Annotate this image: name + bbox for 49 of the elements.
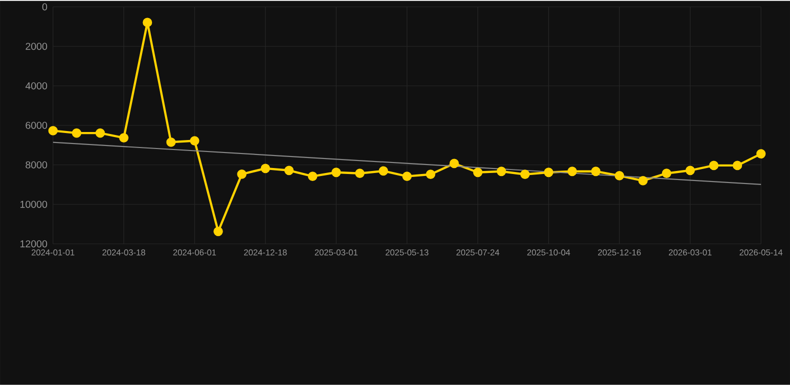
point (426, 170, 436, 180)
point (496, 166, 506, 176)
point (473, 168, 482, 178)
point (284, 166, 294, 176)
point (450, 158, 459, 168)
point (638, 176, 648, 186)
point (72, 128, 82, 138)
x-tick-label: 2025-03-01 (314, 249, 358, 256)
point (260, 164, 270, 174)
point (756, 149, 766, 159)
point (378, 166, 388, 176)
point (166, 138, 176, 147)
x-tick-label: 2026-03-01 (668, 249, 712, 256)
y-tick-label: 0 (42, 3, 48, 10)
point (48, 126, 58, 136)
x-tick-label: 2024-03-18 (102, 249, 146, 256)
point (142, 18, 152, 28)
point (709, 160, 718, 170)
point (308, 172, 318, 182)
point (591, 166, 600, 176)
point (662, 168, 672, 178)
point (332, 168, 341, 178)
x-tick-label: 2025-05-13 (386, 249, 428, 256)
x-tick-label: 2025-10-04 (527, 249, 570, 256)
y-tick-label: 4000 (25, 82, 48, 90)
x-tick-label: 2024-01-01 (32, 249, 74, 256)
y-tick-label: 6000 (26, 122, 48, 129)
y-tick-label: 2000 (26, 42, 48, 50)
point (355, 168, 365, 178)
x-tick-label: 2024-12-18 (244, 249, 287, 256)
point (732, 160, 742, 170)
point (544, 168, 554, 178)
point (402, 172, 412, 182)
y-tick-label: 8000 (26, 161, 48, 168)
point (214, 226, 223, 236)
point (614, 171, 624, 180)
y-tick-label: 12000 (20, 240, 48, 248)
point (568, 166, 577, 176)
point (190, 136, 200, 146)
point (237, 170, 247, 179)
x-tick-label: 2025-12-16 (598, 249, 641, 256)
point (685, 166, 695, 176)
x-tick-label: 2025-07-24 (456, 249, 500, 256)
x-tick-label: 2024-06-01 (173, 249, 216, 256)
point (96, 128, 105, 138)
point (520, 170, 530, 180)
point (119, 133, 129, 143)
x-tick-label: 2026-05-14 (740, 249, 782, 256)
y-tick-label: 10000 (20, 200, 48, 208)
